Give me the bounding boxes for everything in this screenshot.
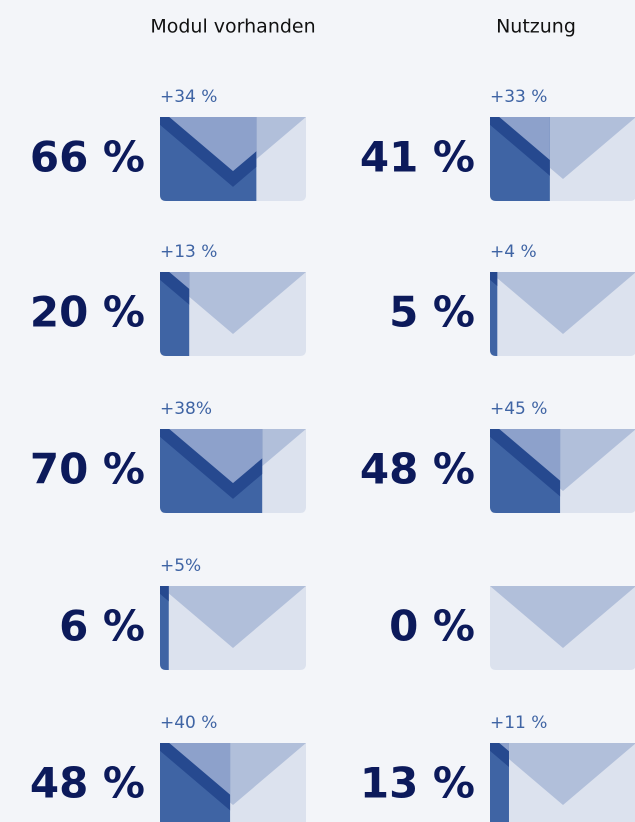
fill-bar (160, 586, 169, 670)
flap-filled (160, 743, 231, 805)
envelope (490, 429, 635, 513)
envelope (490, 117, 635, 201)
flap-fold (160, 743, 231, 813)
value-label: 20 % (30, 288, 145, 337)
envelope (160, 586, 306, 670)
fill-bar (490, 272, 498, 356)
flap-filled (490, 117, 550, 179)
value-label: 48 % (360, 445, 475, 494)
envelope-flap (160, 272, 306, 334)
flap-fold (490, 429, 561, 499)
filled-flap (490, 429, 561, 499)
flap-filled (160, 117, 257, 179)
envelope (490, 743, 635, 822)
change-label: +38% (160, 399, 212, 419)
envelope (490, 586, 635, 670)
envelope (160, 117, 306, 201)
value-label: 66 % (30, 133, 145, 182)
column-header: Modul vorhanden (150, 16, 315, 38)
value-label: 0 % (389, 602, 475, 651)
change-label: +5% (160, 556, 201, 576)
column-header: Nutzung (496, 16, 576, 38)
envelope (490, 272, 635, 356)
flap-fold (160, 272, 190, 342)
change-label: +13 % (160, 242, 217, 262)
flap-filled (160, 429, 263, 491)
value-label: 6 % (59, 602, 145, 651)
filled-flap (490, 117, 550, 187)
change-label: +45 % (490, 399, 547, 419)
value-label: 70 % (30, 445, 145, 494)
flap-fold (490, 117, 550, 187)
value-label: 5 % (389, 288, 475, 337)
change-label: +4 % (490, 242, 537, 262)
envelope-flap (490, 743, 635, 805)
flap-fold (160, 117, 257, 187)
envelope (160, 429, 306, 513)
envelope (160, 743, 306, 822)
change-label: +33 % (490, 87, 547, 107)
value-label: 48 % (30, 759, 145, 808)
filled-flap (160, 743, 231, 813)
filled-flap (160, 272, 190, 342)
filled-flap (160, 429, 263, 499)
value-label: 41 % (360, 133, 475, 182)
change-label: +34 % (160, 87, 217, 107)
flap-fold (160, 429, 263, 499)
filled-flap (160, 117, 257, 187)
envelope-flap (490, 586, 635, 648)
change-label: +40 % (160, 713, 217, 733)
envelope-flap (490, 272, 635, 334)
flap-filled (490, 429, 561, 491)
envelope-flap (160, 586, 306, 648)
value-label: 13 % (360, 759, 475, 808)
change-label: +11 % (490, 713, 547, 733)
envelope (160, 272, 306, 356)
